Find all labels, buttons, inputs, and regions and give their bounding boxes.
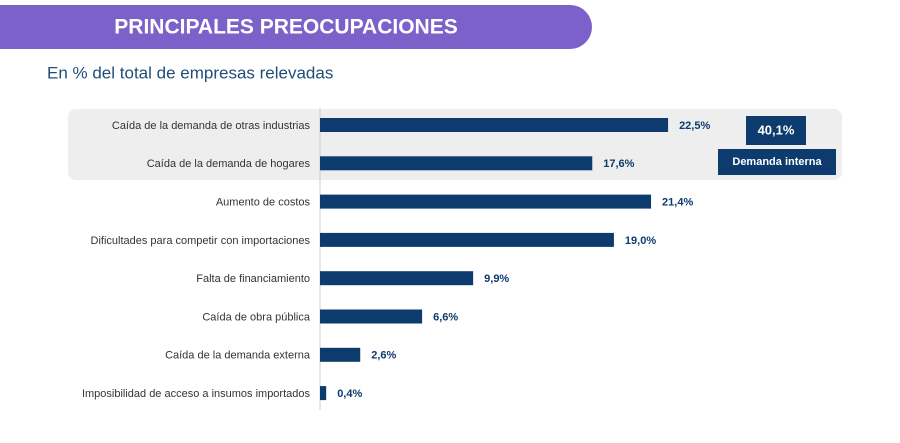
annotation-box (746, 116, 806, 145)
category-label: Caída de la demanda de otras industrias (112, 120, 311, 132)
bar (320, 232, 614, 247)
category-label: Imposibilidad de acceso a insumos import… (82, 388, 311, 400)
category-label: Caída de la demanda externa (165, 350, 311, 362)
bar (320, 156, 593, 171)
annotation-box (718, 149, 836, 175)
title-banner (0, 5, 592, 49)
annotation-value: 40,1% (758, 122, 795, 137)
bar (320, 347, 361, 362)
bar (320, 309, 423, 324)
category-label: Caída de la demanda de hogares (147, 158, 311, 170)
value-label: 19,0% (625, 235, 656, 247)
value-label: 22,5% (679, 120, 710, 132)
category-label: Dificultades para competir con importaci… (91, 235, 311, 247)
value-label: 0,4% (337, 388, 362, 400)
value-label: 17,6% (603, 158, 634, 170)
value-label: 6,6% (433, 311, 458, 323)
value-label: 21,4% (662, 197, 693, 209)
bar (320, 386, 327, 401)
annotation-text: Demanda interna (732, 156, 822, 168)
value-label: 2,6% (371, 350, 396, 362)
chart-title: PRINCIPALES PREOCUPACIONES (114, 16, 457, 39)
bar (320, 118, 669, 132)
bar (320, 194, 652, 209)
value-label: 9,9% (484, 273, 509, 285)
chart-subtitle: En % del total de empresas relevadas (47, 63, 333, 82)
bar (320, 271, 474, 286)
category-label: Aumento de costos (216, 197, 311, 209)
category-label: Falta de financiamiento (196, 273, 310, 285)
category-label: Caída de obra pública (202, 311, 311, 323)
